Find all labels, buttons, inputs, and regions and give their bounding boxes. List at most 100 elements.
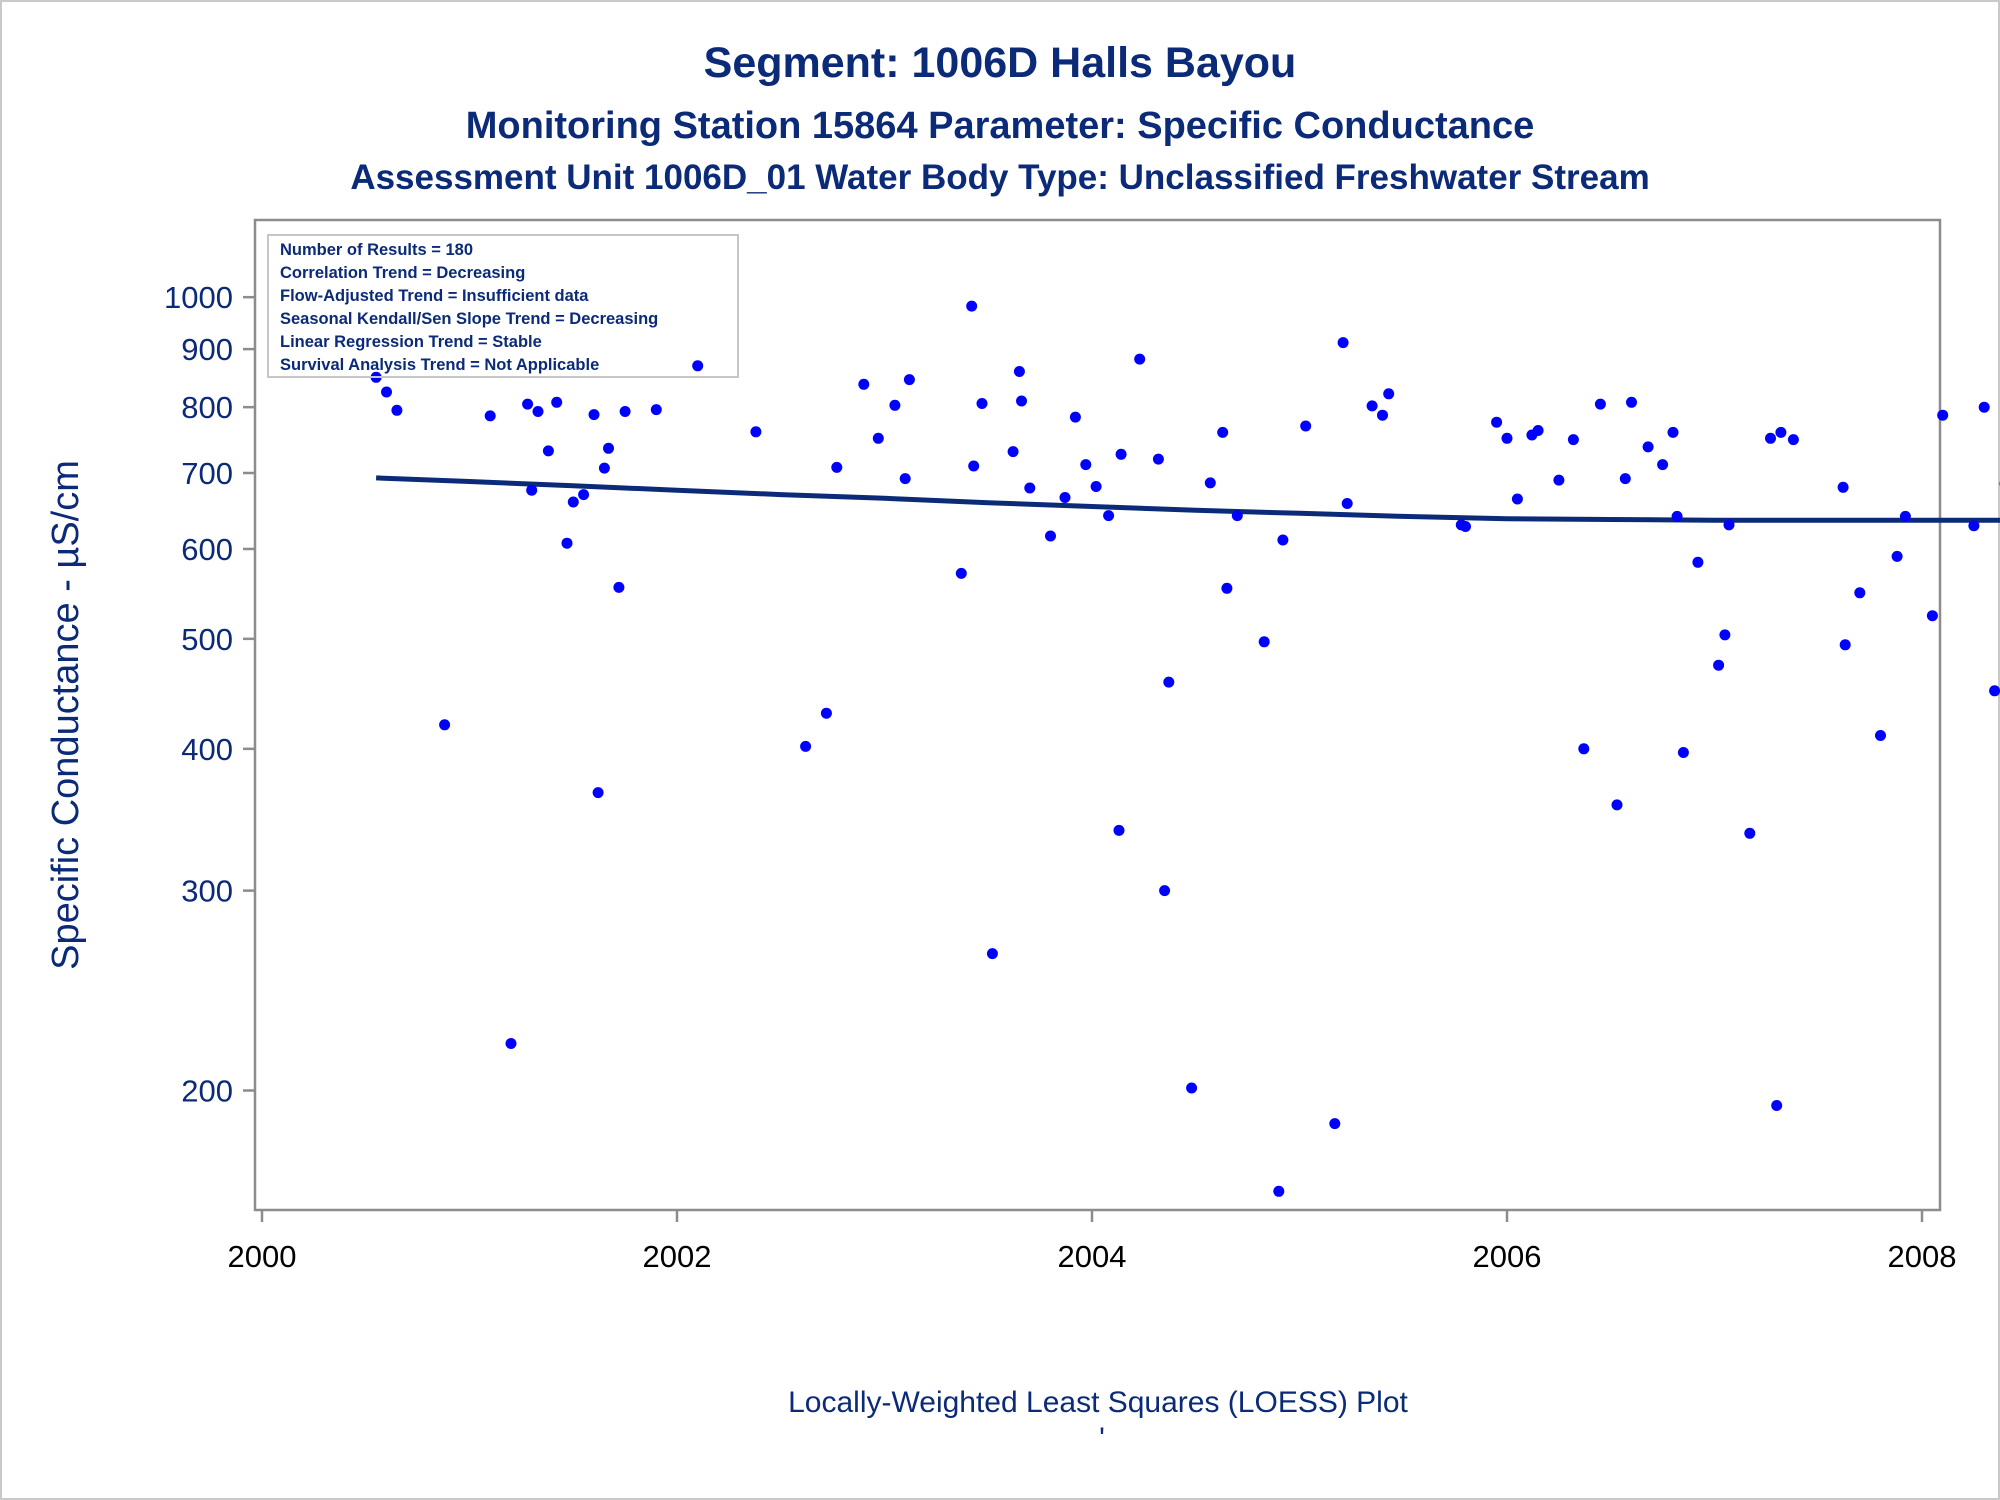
data-point <box>1765 432 1776 444</box>
data-point <box>1594 398 1606 410</box>
data-point <box>551 396 563 408</box>
data-point <box>1771 1100 1783 1111</box>
data-point <box>1366 400 1378 412</box>
stats-box-border <box>267 234 739 378</box>
stats-box: Number of Results = 180 Correlation Tren… <box>267 234 739 378</box>
data-point <box>588 409 600 421</box>
chart-subtitle-station: Monitoring Station 15864 Parameter: Spec… <box>466 105 1534 147</box>
plot-area <box>253 218 1942 1212</box>
y-tick-label: 400 <box>181 732 233 767</box>
data-point <box>1491 416 1503 428</box>
y-tick-label: 800 <box>181 390 233 425</box>
data-point <box>1134 353 1146 365</box>
data-point <box>1300 420 1312 432</box>
x-tick-label: 2006 <box>1473 1239 1542 1274</box>
y-tick-label: 500 <box>181 622 233 657</box>
data-point <box>820 707 832 719</box>
data-point <box>1341 498 1353 509</box>
data-point <box>1329 1118 1341 1130</box>
loess-line <box>376 475 2000 523</box>
data-point <box>1204 477 1216 489</box>
data-point <box>1337 337 1349 349</box>
x-axis-label: Locally-Weighted Least Squares (LOESS) P… <box>788 1386 1408 1419</box>
data-point <box>858 378 870 390</box>
data-point <box>1578 743 1590 755</box>
data-point <box>561 537 573 549</box>
y-tick-label: 700 <box>181 456 233 491</box>
data-point <box>1383 388 1395 400</box>
data-points <box>370 300 2000 1197</box>
data-point <box>1744 827 1756 839</box>
data-point <box>1719 629 1731 641</box>
data-point <box>1258 636 1270 648</box>
y-tick-label: 200 <box>181 1074 233 1109</box>
data-point <box>1069 411 1081 423</box>
y-tick-label: 900 <box>181 332 233 367</box>
data-point <box>800 740 812 752</box>
data-point <box>899 473 911 485</box>
data-point <box>1989 685 2000 697</box>
data-point <box>1186 1082 1198 1094</box>
data-point <box>1217 426 1229 438</box>
data-point <box>1511 493 1523 505</box>
y-axis-label: Specific Conductance - µS/cm <box>45 460 87 970</box>
data-point <box>613 581 625 593</box>
data-point <box>966 300 978 312</box>
data-point <box>598 462 610 474</box>
data-point <box>505 1038 517 1049</box>
data-point <box>1891 550 1903 562</box>
data-point <box>1978 401 1990 413</box>
data-point <box>603 442 614 454</box>
stats-line-results: Number of Results = 180 <box>280 241 473 259</box>
data-point <box>831 461 843 473</box>
y-tick-label: 300 <box>181 874 233 909</box>
stats-line-seasonal-kendall: Seasonal Kendall/Sen Slope Trend = Decre… <box>280 310 658 328</box>
x-tick-label: 2004 <box>1058 1239 1127 1274</box>
stats-line-correlation: Correlation Trend = Decreasing <box>280 264 525 282</box>
data-point <box>484 410 496 422</box>
stats-line-survival: Survival Analysis Trend = Not Applicable <box>280 356 599 374</box>
data-point <box>750 426 762 438</box>
data-point <box>1671 510 1683 522</box>
data-point <box>1080 459 1092 471</box>
x-axis: 200020022004200620082010201220142016 <box>228 1210 1957 1274</box>
data-point <box>1839 639 1851 651</box>
stats-line-linear-regression: Linear Regression Trend = Stable <box>280 333 542 351</box>
data-point <box>976 398 988 409</box>
data-point <box>1163 676 1175 688</box>
data-point <box>1501 432 1513 444</box>
data-point <box>1619 473 1631 485</box>
x-tick-label: 2002 <box>643 1239 712 1274</box>
data-point <box>1024 482 1036 494</box>
data-point <box>567 496 579 508</box>
data-point <box>968 460 980 472</box>
data-point <box>1787 434 1799 446</box>
data-point <box>381 386 392 398</box>
data-point <box>1013 366 1025 377</box>
data-point <box>1567 434 1579 446</box>
data-point <box>889 399 901 411</box>
data-point <box>1090 481 1102 492</box>
data-point <box>439 719 451 731</box>
data-point <box>1937 409 1949 421</box>
data-point <box>1626 396 1637 408</box>
data-point <box>1159 885 1171 897</box>
x-tick-label: 2008 <box>1888 1239 1957 1274</box>
data-point <box>1221 582 1233 594</box>
data-point <box>1611 799 1623 811</box>
data-point <box>1016 395 1027 407</box>
data-point <box>1642 441 1654 453</box>
data-point <box>526 484 538 496</box>
data-point <box>1553 474 1565 486</box>
data-point <box>1277 534 1289 546</box>
data-point <box>522 398 534 410</box>
data-point <box>1007 446 1019 458</box>
x-tick-label: 2000 <box>228 1239 297 1274</box>
data-point <box>391 404 403 416</box>
chart-title: Segment: 1006D Halls Bayou <box>704 39 1297 87</box>
data-point <box>619 406 631 417</box>
data-point <box>1723 519 1735 531</box>
loess-series <box>376 475 2000 523</box>
